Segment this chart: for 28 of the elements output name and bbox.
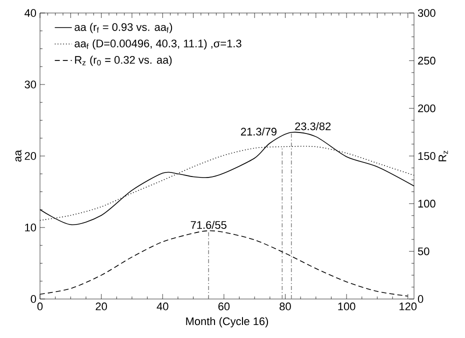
annotation: 23.3/82 (295, 122, 331, 130)
x-tick-label: 100 (338, 302, 356, 310)
x-axis-title: Month (Cycle 16) (186, 317, 268, 328)
y-tick-label: 30 (24, 80, 36, 88)
x-tick-label: 40 (156, 302, 168, 310)
y2-tick-label: 0 (418, 295, 424, 303)
y-tick-label: 20 (24, 152, 36, 160)
y2-tick-label: 250 (418, 56, 436, 65)
y2-tick-label: 150 (418, 152, 436, 160)
y-tick-label: 0 (30, 295, 36, 303)
y2-tick-label: 100 (418, 200, 436, 208)
x-tick-label: 20 (96, 302, 107, 310)
x-tick-label: 60 (218, 302, 230, 310)
legend-label: aa (r$_{f}$ = 0.93 vs. aa$_{f}$) (74, 22, 172, 34)
annotation: 71.6/55 (190, 220, 226, 229)
legend-label: aa$_{f}$ (D=0.00496, 40.3, 11.1) ,σ=1.3 (74, 39, 242, 50)
y2-tick-label: 200 (418, 104, 436, 112)
x-tick-label: 80 (280, 302, 291, 310)
y2-tick-label: 300 (418, 9, 436, 17)
x-tick-label: 120 (400, 302, 417, 310)
y-tick-label: 40 (24, 9, 36, 17)
x-tick-label: 0 (37, 302, 43, 310)
y-axis-title: aa (15, 150, 22, 162)
legend-label: R$_{z}$ (r$_{0}$ = 0.32 vs. aa) (75, 56, 172, 66)
y2-axis-title: R$_{z}$ (438, 150, 448, 162)
y2-tick-label: 50 (418, 247, 430, 256)
y-tick-label: 10 (25, 224, 36, 232)
annotation: 21.3/79 (240, 128, 276, 136)
